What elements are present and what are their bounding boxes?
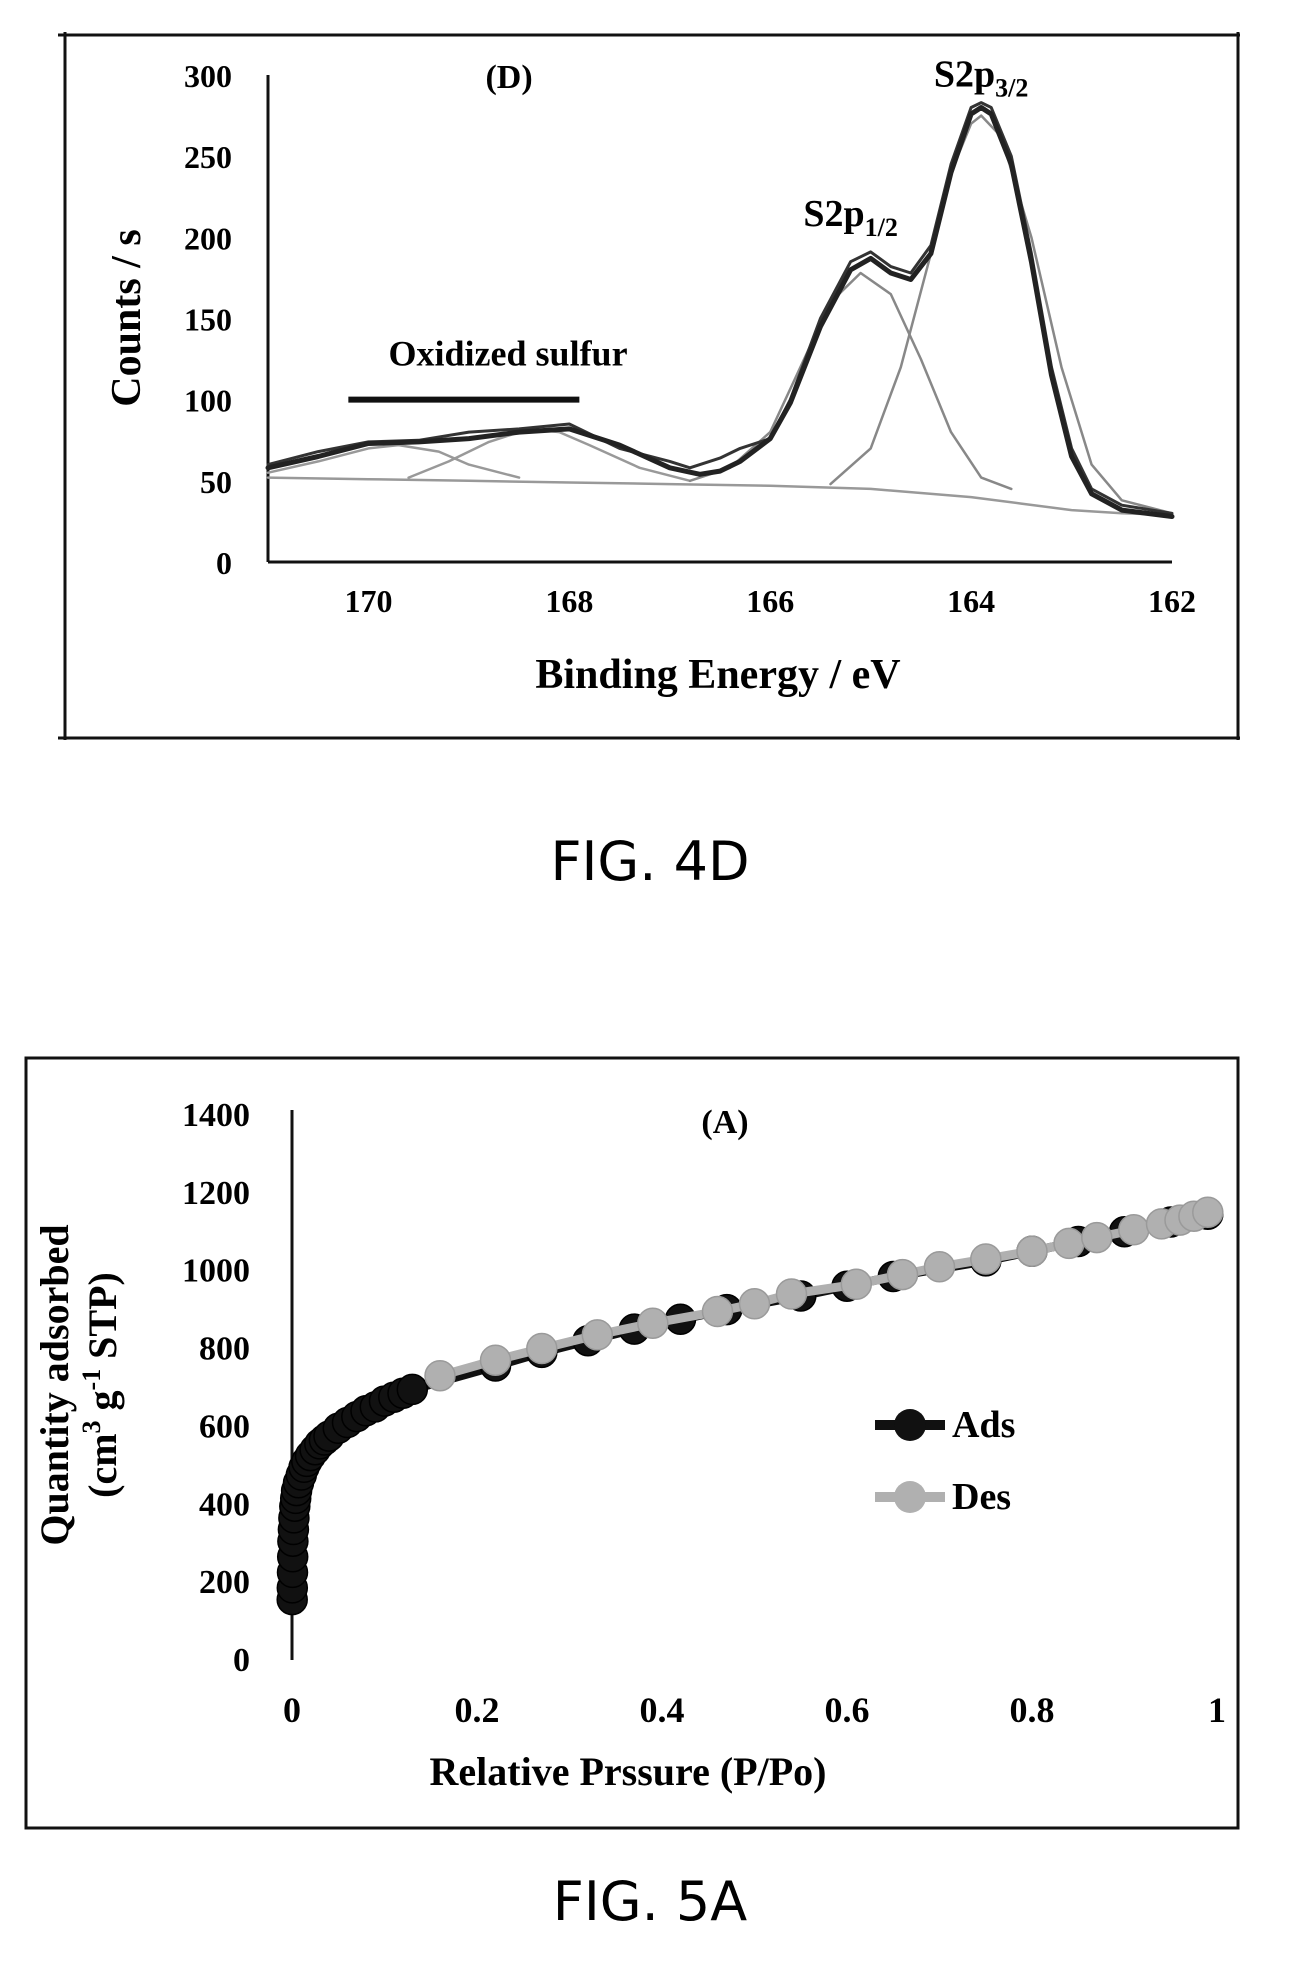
data-point-des [1053,1227,1085,1260]
annotation-s2p3-2-main: S2p [934,53,995,95]
data-point-des [1118,1214,1150,1246]
data-point-des [923,1251,956,1283]
y-tick-label: 600 [199,1408,250,1445]
panel-label: (D) [485,59,532,96]
y-tick-label: 150 [184,302,232,338]
data-point-ads [396,1373,429,1406]
figure-5a: 0 200 400 600 800 1000 1200 1400 0 0.2 0.4 0.6 0.8 1… [24,1056,1240,1933]
x-tick-label: 0.4 [640,1690,685,1730]
y-tick-label: 400 [199,1486,250,1523]
y-tick-label: 300 [184,58,232,94]
figure-4d: 0 50 100 150 200 250 300 170 168 166 164 162 (D) S… [58,32,1240,893]
series-baseline [266,476,1174,517]
y-axis-label: Counts / s [104,229,150,406]
series-group [265,101,1175,519]
legend-label-ads: Ads [952,1404,1015,1446]
series-component-s2p3/2 [829,114,1174,515]
legend-label-des: Des [952,1476,1011,1518]
y-tick-label: 800 [199,1331,250,1368]
y-tick-label: 0 [233,1642,250,1679]
y-tick-labels: 0 50 100 150 200 250 300 [184,58,232,581]
data-point-des [701,1295,734,1328]
y-axis-label-line2: (cm3 g-1 STP) [77,1272,125,1498]
x-axis-label: Relative Prssure (P/Po) [430,1749,827,1794]
x-tick-label: 0.2 [455,1690,500,1730]
data-point-des [526,1332,558,1365]
x-tick-label: 166 [746,583,794,619]
data-point-des [886,1258,919,1291]
y-tick-label: 50 [200,464,232,500]
data-point-des [775,1278,808,1310]
series-component-s2p1/2 [688,271,1013,491]
annotation-oxidized-sulfur: Oxidized sulfur [389,334,628,374]
x-tick-labels: 0 0.2 0.4 0.6 0.8 1 [283,1690,1226,1730]
series-group [276,1196,1224,1616]
figure-caption-4d: FIG. 4D [550,830,749,893]
y-tick-label: 250 [184,139,232,175]
y-tick-label: 200 [199,1564,250,1601]
annotation-s2p3-2: S2p3/2 [934,53,1029,102]
figure-caption-5a: FIG. 5A [553,1870,748,1933]
legend: Ads Des [875,1404,1015,1518]
data-point-des [840,1268,873,1301]
y-axis-label-stp: STP) [80,1272,125,1369]
annotation-s2p1-2: S2p1/2 [803,193,898,242]
y-axis-label: Quantity adsorbed (cm3 g-1 STP) [32,1224,125,1545]
legend-marker-ads [894,1409,926,1441]
y-axis-label-g: g [80,1390,125,1420]
data-point-des [738,1288,771,1320]
annotation-s2p1-2-sub: 1/2 [865,213,898,242]
y-tick-label: 0 [216,545,232,581]
series-component-oxidized-1 [266,443,521,479]
frame [24,1056,1240,1830]
panel-label: (A) [701,1104,748,1141]
y-tick-label: 1000 [182,1253,250,1290]
y-tick-label: 1400 [182,1097,250,1134]
data-point-des [970,1243,1002,1275]
series-raw [266,101,1174,515]
data-point-des [479,1344,512,1376]
x-tick-label: 0.6 [825,1690,870,1730]
y-tick-labels: 0 200 400 600 800 1000 1200 1400 [182,1097,250,1679]
x-tick-label: 168 [545,583,593,619]
data-point-des [1016,1235,1048,1267]
y-axis-label-line1: Quantity adsorbed [32,1224,77,1545]
annotation-s2p1-2-main: S2p [803,193,864,235]
y-axis-label-cm: (cm [80,1433,125,1497]
y-tick-label: 1200 [182,1175,250,1212]
data-point-des [1081,1221,1113,1254]
y-tick-label: 100 [184,383,232,419]
x-tick-label: 164 [947,583,995,619]
y-axis-label-sup-3: 3 [77,1420,106,1433]
x-axis-label: Binding Energy / eV [535,652,900,698]
legend-marker-des [894,1481,926,1513]
x-tick-labels: 170 168 166 164 162 [344,583,1196,619]
x-tick-label: 0 [283,1690,301,1730]
y-axis-label-sup-minus1: -1 [77,1369,106,1391]
annotation-s2p3-2-sub: 3/2 [995,73,1028,102]
y-tick-label: 200 [184,220,232,256]
series-line-ads [287,1209,1209,1600]
x-tick-label: 1 [1208,1690,1226,1730]
data-point-des [637,1307,669,1339]
series-fit-envelope [265,105,1175,519]
data-point-des [424,1360,456,1392]
x-tick-label: 0.8 [1010,1690,1055,1730]
x-tick-label: 170 [344,583,392,619]
x-tick-label: 162 [1148,583,1196,619]
data-point-des [581,1319,614,1351]
data-point-des [1192,1196,1224,1229]
